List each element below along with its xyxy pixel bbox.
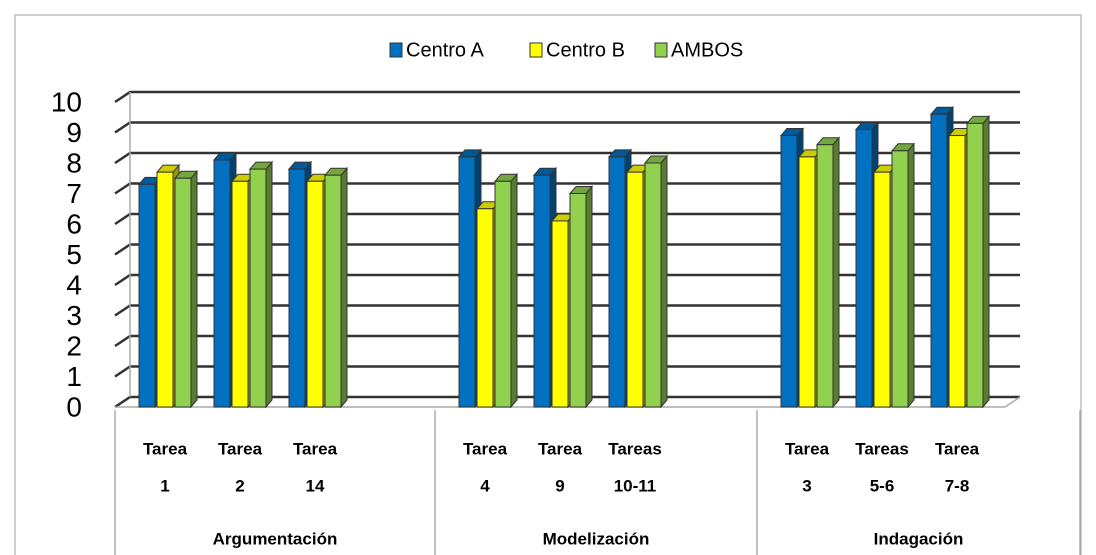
- x-tick-label: Tarea: [143, 439, 188, 458]
- x-tick-label: Tareas: [855, 439, 909, 458]
- bar-side: [190, 169, 198, 409]
- legend-swatch: [654, 42, 668, 58]
- bar: [965, 114, 991, 409]
- bar: [323, 166, 349, 409]
- bar-front: [873, 171, 891, 408]
- grid-line: [114, 151, 1020, 165]
- bar-side: [907, 142, 915, 409]
- x-tick-label: 9: [555, 476, 564, 495]
- bar: [890, 142, 916, 409]
- bar-front: [644, 162, 662, 408]
- bar-side: [982, 114, 990, 409]
- x-tick-label: Tarea: [293, 439, 338, 458]
- legend-label: AMBOS: [671, 39, 743, 61]
- bar: [643, 154, 669, 409]
- bar-side: [585, 185, 593, 409]
- legend-label: Centro B: [546, 39, 625, 61]
- x-tick-label: 14: [306, 476, 325, 495]
- bar-front: [138, 183, 156, 408]
- grid-line: [114, 121, 1020, 134]
- bar-front: [156, 171, 174, 408]
- bar-side: [265, 160, 273, 409]
- x-tick-label: Tareas: [608, 439, 662, 458]
- bar-front: [966, 122, 984, 408]
- bar-front: [458, 156, 476, 408]
- legend-swatch: [389, 42, 403, 58]
- bar-front: [608, 156, 626, 408]
- x-tick-label: Tarea: [463, 439, 508, 458]
- x-tick-label: 4: [480, 476, 490, 495]
- x-tick-label: Tarea: [218, 439, 263, 458]
- bar: [568, 185, 594, 409]
- bar-front: [930, 113, 948, 408]
- bar: [248, 160, 274, 409]
- x-tick-label: 7-8: [945, 476, 970, 495]
- bar-side: [832, 136, 840, 409]
- y-tick-label: 4: [66, 269, 82, 300]
- y-tick-label: 10: [51, 86, 82, 117]
- bar-front: [231, 180, 249, 408]
- y-tick-label: 9: [66, 117, 82, 148]
- bar-front: [288, 168, 306, 408]
- bar-front: [626, 171, 644, 408]
- bar-front: [551, 220, 569, 408]
- group-label: Indagación: [874, 529, 964, 548]
- x-tick-label: Tarea: [935, 439, 980, 458]
- bar-front: [948, 135, 966, 408]
- grid-line: [114, 90, 1020, 104]
- x-tick-label: 1: [160, 476, 169, 495]
- bar-front: [324, 174, 342, 408]
- bar-front: [855, 128, 873, 408]
- x-tick-label: 2: [235, 476, 244, 495]
- bar-front: [213, 159, 231, 408]
- bar-side: [660, 154, 668, 409]
- bar-front: [569, 193, 587, 408]
- chart-frame: [14, 14, 1082, 555]
- bar: [493, 172, 519, 409]
- y-tick-label: 1: [66, 361, 82, 392]
- y-tick-label: 2: [66, 330, 82, 361]
- x-tick-label: 5-6: [870, 476, 895, 495]
- y-tick-label: 0: [66, 391, 82, 422]
- bar-front: [174, 177, 192, 408]
- x-tick-label: Tarea: [785, 439, 830, 458]
- floor: [115, 396, 1021, 408]
- legend-swatch: [529, 42, 543, 58]
- y-tick-label: 7: [66, 178, 82, 209]
- bar-front: [798, 156, 816, 408]
- x-tick-label: 10-11: [614, 476, 657, 495]
- y-tick-label: 3: [66, 300, 82, 331]
- group-label: Modelización: [543, 529, 650, 548]
- bar: [173, 169, 199, 409]
- x-tick-label: 3: [802, 476, 811, 495]
- bar-front: [494, 180, 512, 408]
- bar-side: [510, 172, 518, 409]
- x-tick-label: Tarea: [538, 439, 583, 458]
- group-label: Argumentación: [213, 529, 338, 548]
- bar-front: [476, 208, 494, 408]
- legend-label: Centro A: [406, 39, 484, 61]
- bar-front: [249, 168, 267, 408]
- bar-front: [306, 180, 324, 408]
- bar-front: [533, 174, 551, 408]
- y-tick-label: 6: [66, 208, 82, 239]
- y-tick-label: 5: [66, 239, 82, 270]
- bar-front: [816, 144, 834, 408]
- bar-side: [340, 166, 348, 409]
- bar-front: [780, 135, 798, 408]
- y-tick-label: 8: [66, 147, 82, 178]
- bar: [815, 136, 841, 409]
- bar-front: [891, 150, 909, 408]
